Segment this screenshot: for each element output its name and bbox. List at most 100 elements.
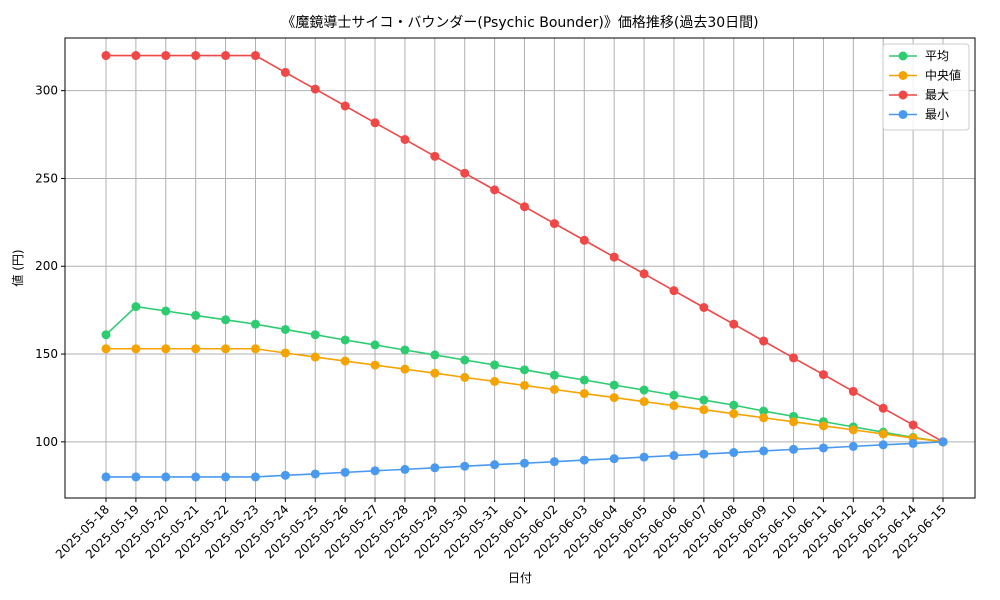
- data-point: [878, 429, 888, 439]
- data-point: [789, 417, 799, 427]
- data-point: [639, 385, 649, 395]
- data-point: [549, 384, 559, 394]
- data-point: [669, 401, 679, 411]
- data-point: [789, 353, 799, 363]
- data-point: [280, 348, 290, 358]
- data-point: [460, 461, 470, 471]
- data-point: [938, 437, 948, 447]
- data-point: [699, 449, 709, 459]
- data-point: [729, 448, 739, 458]
- data-point: [818, 443, 828, 453]
- data-point: [430, 151, 440, 161]
- data-point: [400, 464, 410, 474]
- data-point: [699, 303, 709, 313]
- data-point: [669, 390, 679, 400]
- data-point: [191, 344, 201, 354]
- data-point: [310, 352, 320, 362]
- data-point: [460, 168, 470, 178]
- legend-item: 最大: [889, 88, 949, 102]
- data-point: [340, 467, 350, 477]
- data-point: [280, 324, 290, 334]
- y-tick-label: 250: [35, 171, 58, 185]
- data-point: [370, 340, 380, 350]
- data-point: [370, 360, 380, 370]
- data-point: [908, 438, 918, 448]
- data-point: [310, 469, 320, 479]
- data-point: [639, 397, 649, 407]
- data-point: [340, 101, 350, 111]
- data-point: [759, 446, 769, 456]
- data-point: [520, 202, 529, 212]
- data-point: [579, 235, 589, 245]
- y-axis: 100 150 200 250 300: [35, 84, 65, 449]
- data-point: [460, 355, 470, 365]
- y-axis-label: 値 (円): [10, 249, 25, 286]
- legend-label: 最大: [925, 88, 949, 102]
- data-point: [789, 444, 799, 454]
- data-point: [818, 421, 828, 431]
- data-point: [729, 409, 739, 419]
- data-point: [490, 376, 500, 386]
- data-point: [729, 400, 739, 410]
- legend-marker: [898, 90, 908, 100]
- data-point: [101, 51, 111, 61]
- legend-item: 平均: [889, 49, 949, 63]
- data-point: [699, 405, 709, 415]
- data-point: [490, 360, 500, 370]
- data-point: [221, 51, 231, 61]
- data-point: [131, 472, 141, 482]
- series-3: [101, 437, 948, 482]
- y-tick-label: 150: [35, 347, 58, 361]
- data-point: [340, 335, 350, 345]
- legend-box: [882, 43, 970, 131]
- legend-marker: [898, 71, 908, 80]
- data-point: [609, 380, 619, 390]
- data-point: [818, 370, 828, 380]
- data-point: [430, 350, 440, 360]
- data-point: [250, 472, 260, 482]
- data-point: [759, 336, 769, 346]
- data-point: [131, 51, 141, 61]
- data-point: [609, 252, 619, 262]
- data-point: [669, 451, 679, 461]
- legend-item: 最小: [889, 108, 949, 122]
- data-point: [161, 51, 171, 61]
- data-point: [400, 134, 410, 144]
- legend-marker: [898, 51, 908, 61]
- data-point: [759, 406, 769, 416]
- legend-label: 最小: [925, 108, 949, 122]
- y-tick-label: 100: [35, 435, 58, 449]
- data-point: [639, 452, 649, 462]
- data-point: [848, 386, 858, 396]
- data-point: [848, 425, 858, 435]
- data-point: [400, 345, 410, 355]
- data-point: [310, 84, 320, 94]
- data-point: [370, 118, 380, 128]
- data-point: [729, 319, 739, 329]
- data-point: [609, 454, 619, 464]
- data-point: [878, 440, 888, 450]
- series-2: [101, 51, 948, 447]
- data-point: [191, 472, 201, 482]
- data-point: [101, 344, 111, 354]
- data-point: [699, 395, 709, 405]
- y-tick-label: 200: [35, 259, 58, 273]
- data-point: [549, 370, 559, 380]
- data-point: [250, 344, 260, 354]
- data-point: [101, 472, 111, 482]
- x-axis-label: 日付: [508, 571, 532, 585]
- x-axis: 2025-05-182025-05-192025-05-202025-05-21…: [53, 498, 949, 561]
- data-point: [490, 460, 500, 470]
- data-point: [609, 393, 619, 403]
- data-point: [280, 67, 290, 77]
- data-point: [280, 470, 290, 480]
- data-point: [161, 344, 171, 354]
- data-point: [430, 368, 440, 378]
- data-point: [878, 403, 888, 413]
- data-point: [669, 286, 679, 296]
- chart-title: 《魔鏡導士サイコ・バウンダー(Psychic Bounder)》価格推移(過去3…: [281, 15, 758, 31]
- data-point: [191, 51, 201, 61]
- data-point: [161, 306, 171, 316]
- data-point: [490, 185, 500, 195]
- data-point: [579, 389, 589, 399]
